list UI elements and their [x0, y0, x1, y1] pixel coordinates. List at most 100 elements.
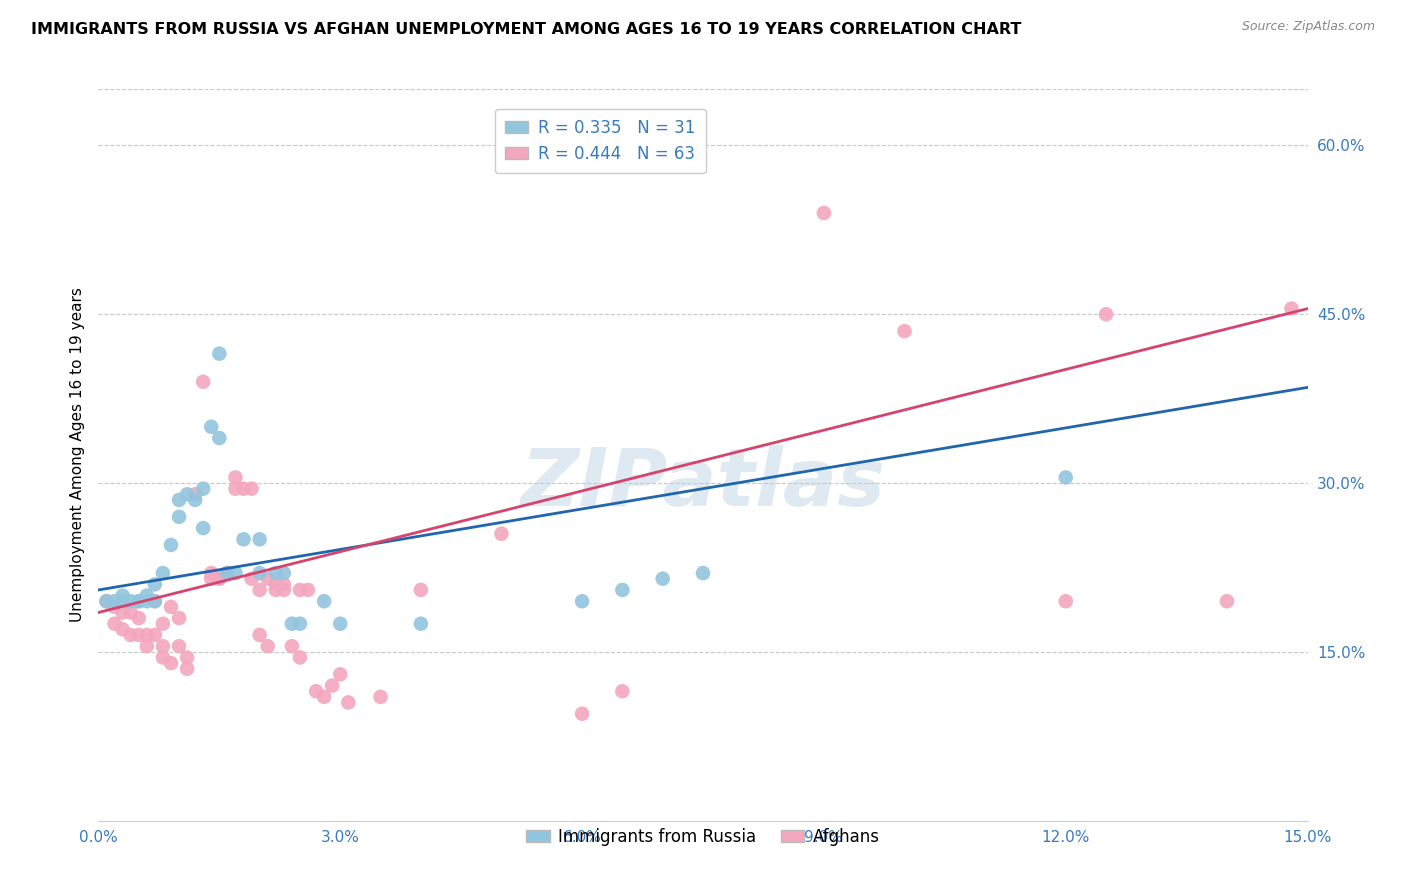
Point	[1216, 594, 1239, 608]
Point	[128, 594, 150, 608]
Point	[111, 606, 134, 620]
Text: IMMIGRANTS FROM RUSSIA VS AFGHAN UNEMPLOYMENT AMONG AGES 16 TO 19 YEARS CORRELAT: IMMIGRANTS FROM RUSSIA VS AFGHAN UNEMPLO…	[31, 22, 1021, 37]
Point	[329, 616, 352, 631]
Point	[143, 577, 166, 591]
Point	[128, 628, 150, 642]
Point	[120, 606, 142, 620]
Point	[249, 533, 271, 547]
Point	[571, 706, 593, 721]
Point	[128, 594, 150, 608]
Point	[264, 566, 287, 580]
Point	[176, 487, 198, 501]
Point	[111, 623, 134, 637]
Point	[232, 533, 254, 547]
Point	[103, 594, 125, 608]
Point	[288, 582, 311, 597]
Point	[651, 572, 673, 586]
Point	[128, 611, 150, 625]
Point	[491, 526, 513, 541]
Point	[1054, 470, 1077, 484]
Point	[314, 594, 336, 608]
Point	[96, 594, 118, 608]
Point	[152, 566, 174, 580]
Point	[288, 650, 311, 665]
Point	[135, 594, 157, 608]
Point	[193, 521, 215, 535]
Point	[208, 346, 231, 360]
Point	[152, 616, 174, 631]
Point	[167, 639, 190, 653]
Point	[135, 628, 157, 642]
Point	[305, 684, 328, 698]
Point	[264, 582, 287, 597]
Point	[256, 639, 278, 653]
Point	[337, 696, 360, 710]
Point	[1281, 301, 1303, 316]
Point	[143, 594, 166, 608]
Point	[893, 324, 915, 338]
Point	[96, 594, 118, 608]
Point	[571, 594, 593, 608]
Point	[813, 206, 835, 220]
Point	[143, 628, 166, 642]
Point	[240, 572, 263, 586]
Point	[167, 492, 190, 507]
Point	[1095, 307, 1118, 321]
Point	[370, 690, 392, 704]
Point	[217, 566, 239, 580]
Point	[612, 582, 634, 597]
Point	[176, 662, 198, 676]
Point	[273, 582, 295, 597]
Point	[167, 611, 190, 625]
Point	[217, 566, 239, 580]
Point	[297, 582, 319, 597]
Point	[612, 684, 634, 698]
Point	[249, 566, 271, 580]
Point	[321, 679, 343, 693]
Point	[224, 470, 246, 484]
Point	[152, 639, 174, 653]
Point	[152, 650, 174, 665]
Point	[249, 582, 271, 597]
Point	[120, 628, 142, 642]
Point	[184, 492, 207, 507]
Point	[160, 538, 183, 552]
Legend: Immigrants from Russia, Afghans: Immigrants from Russia, Afghans	[520, 822, 886, 853]
Point	[232, 482, 254, 496]
Point	[193, 482, 215, 496]
Point	[273, 566, 295, 580]
Text: ZIPatlas: ZIPatlas	[520, 445, 886, 524]
Point	[176, 650, 198, 665]
Point	[314, 690, 336, 704]
Point	[160, 656, 183, 670]
Point	[217, 566, 239, 580]
Point	[184, 487, 207, 501]
Point	[409, 616, 432, 631]
Point	[329, 667, 352, 681]
Point	[200, 566, 222, 580]
Point	[160, 599, 183, 614]
Point	[224, 482, 246, 496]
Point	[273, 577, 295, 591]
Point	[120, 594, 142, 608]
Point	[288, 616, 311, 631]
Point	[264, 577, 287, 591]
Point	[409, 582, 432, 597]
Point	[135, 589, 157, 603]
Point	[208, 431, 231, 445]
Point	[103, 616, 125, 631]
Point	[111, 589, 134, 603]
Point	[281, 616, 304, 631]
Point	[240, 482, 263, 496]
Point	[1054, 594, 1077, 608]
Point	[193, 375, 215, 389]
Point	[111, 594, 134, 608]
Point	[200, 419, 222, 434]
Point	[692, 566, 714, 580]
Point	[135, 639, 157, 653]
Text: Source: ZipAtlas.com: Source: ZipAtlas.com	[1241, 20, 1375, 33]
Point	[103, 599, 125, 614]
Point	[224, 566, 246, 580]
Point	[249, 628, 271, 642]
Y-axis label: Unemployment Among Ages 16 to 19 years: Unemployment Among Ages 16 to 19 years	[69, 287, 84, 623]
